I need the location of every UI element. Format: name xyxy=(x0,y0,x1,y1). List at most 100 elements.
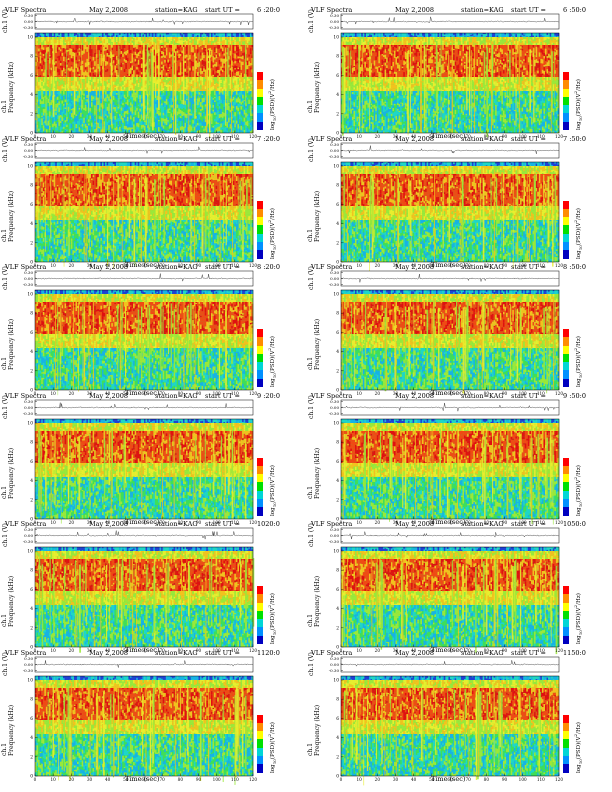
start-time: 7 :50:0 xyxy=(563,135,586,143)
spectrogram-panel-p8: VLF Spectra May 2,2008 station=KAG start… xyxy=(309,392,599,519)
freq-tick-label: 6 xyxy=(30,459,33,464)
colorbar-segment xyxy=(257,739,263,748)
ch-tick-label: 0.30 xyxy=(330,527,339,532)
ch-tick-label: -0.30 xyxy=(23,153,34,158)
colorbar-segment xyxy=(563,337,569,346)
start-prefix: start UT = xyxy=(511,392,546,400)
time-tick-label: 100 xyxy=(519,777,527,782)
ch-axis-label: ch.1 (V) xyxy=(2,395,9,419)
freq-axis-label: ch.1 Frequency (kHz) xyxy=(2,576,15,627)
freq-tick-label: 8 xyxy=(336,312,339,317)
time-tick-label: 80 xyxy=(484,777,490,782)
ch-tick-label: 0.30 xyxy=(24,527,33,532)
panel-title: VLF Spectra May 2,2008 station=KAG start… xyxy=(5,392,291,400)
freq-tick-label: 10 xyxy=(333,164,339,169)
station-text: station=KAG xyxy=(461,392,504,400)
freq-tick-label: 4 xyxy=(336,479,339,484)
colorbar-segment xyxy=(257,466,263,475)
colorbar-segment xyxy=(257,748,263,757)
ch-tick-label: 0.00 xyxy=(24,404,33,409)
colorbar xyxy=(563,72,569,130)
freq-axis-label: ch.1 Frequency (kHz) xyxy=(308,704,321,755)
ch-axis-label: ch.1 (V) xyxy=(308,652,315,676)
colorbar-segment xyxy=(563,362,569,371)
date-text: May 2,2008 xyxy=(89,392,128,400)
colorbar-segment xyxy=(257,234,263,243)
freq-tick-label: 6 xyxy=(30,202,33,207)
freq-axis-label: ch.1 Frequency (kHz) xyxy=(2,704,15,755)
ch-tick-label: 0.00 xyxy=(24,19,33,24)
colorbar xyxy=(257,458,263,516)
ch-tick-label: -0.30 xyxy=(329,25,340,30)
time-tick-label: 10 xyxy=(50,777,56,782)
start-time: 1020:0 xyxy=(257,520,280,528)
freq-axis-label: ch.1 Frequency (kHz) xyxy=(308,447,321,498)
colorbar-segment xyxy=(257,731,263,740)
colorbar-segment xyxy=(563,72,569,81)
freq-axis-label: ch.1 Frequency (kHz) xyxy=(2,447,15,498)
colorbar xyxy=(563,586,569,644)
colorbar-segment xyxy=(563,756,569,765)
start-time: 6 :20:0 xyxy=(257,6,280,14)
colorbar-segment xyxy=(563,611,569,620)
freq-tick-label: 6 xyxy=(336,716,339,721)
colorbar-segment xyxy=(563,217,569,226)
colorbar-segment xyxy=(257,122,263,131)
station-text: station=KAG xyxy=(461,520,504,528)
time-tick-label: 20 xyxy=(69,777,75,782)
ch-tick-label: 0.30 xyxy=(24,270,33,275)
freq-tick-label: 4 xyxy=(30,736,33,741)
ch-axis-label: ch.1 (V) xyxy=(2,652,9,676)
time-tick-label: 70 xyxy=(159,777,165,782)
colorbar-segment xyxy=(257,491,263,500)
freq-axis-label: ch.1 Frequency (kHz) xyxy=(2,190,15,241)
freq-axis-label-text: Frequency (kHz) xyxy=(315,576,322,627)
colorbar-label: log10(PSD)(V2/Hz) xyxy=(573,79,583,130)
freq-tick-label: 10 xyxy=(27,678,33,683)
station-text: station=KAG xyxy=(461,649,504,657)
colorbar-segment xyxy=(563,764,569,773)
spectrogram-panel-p4: VLF Spectra May 2,2008 station=KAG start… xyxy=(309,135,599,262)
date-text: May 2,2008 xyxy=(89,520,128,528)
colorbar-segment xyxy=(563,80,569,89)
freq-tick-label: 2 xyxy=(30,241,33,246)
freq-tick-label: 10 xyxy=(333,36,339,41)
ch-tick-label: 0.00 xyxy=(24,533,33,538)
ch-axis-label: ch.1 (V) xyxy=(2,9,9,33)
freq-tick-label: 4 xyxy=(336,736,339,741)
colorbar-segment xyxy=(563,627,569,636)
colorbar-segment xyxy=(257,329,263,338)
freq-tick-label: 8 xyxy=(336,183,339,188)
freq-tick-label: 10 xyxy=(333,421,339,426)
freq-tick-label: 10 xyxy=(333,293,339,298)
freq-tick-label: 6 xyxy=(30,74,33,79)
start-time: 9 :20:0 xyxy=(257,392,280,400)
freq-tick-label: 8 xyxy=(30,569,33,574)
ch-tick-label: -0.30 xyxy=(23,410,34,415)
freq-tick-label: 8 xyxy=(336,697,339,702)
colorbar-segment xyxy=(257,482,263,491)
ch-tick-label: -0.30 xyxy=(23,25,34,30)
colorbar-segment xyxy=(563,507,569,516)
ch-tick-label: 0.00 xyxy=(330,19,339,24)
ch-tick-label: 0.30 xyxy=(330,655,339,660)
colorbar-segment xyxy=(257,474,263,483)
colorbar-label: log10(PSD)(V2/Hz) xyxy=(573,208,583,259)
station-text: station=KAG xyxy=(155,135,198,143)
colorbar-segment xyxy=(563,105,569,114)
station-text: station=KAG xyxy=(155,392,198,400)
freq-tick-label: 4 xyxy=(30,222,33,227)
start-prefix: start UT = xyxy=(511,520,546,528)
colorbar-segment xyxy=(257,723,263,732)
freq-tick-label: 6 xyxy=(30,588,33,593)
station-text: station=KAG xyxy=(155,649,198,657)
colorbar xyxy=(257,201,263,259)
freq-axis-label-text: Frequency (kHz) xyxy=(9,62,16,113)
time-axis-label: Time (sec) xyxy=(431,775,465,783)
waveform-plot: 0.300.00-0.30 xyxy=(35,400,253,415)
date-text: May 2,2008 xyxy=(395,649,434,657)
start-prefix: start UT = xyxy=(205,392,240,400)
start-time: 1120:0 xyxy=(257,649,280,657)
